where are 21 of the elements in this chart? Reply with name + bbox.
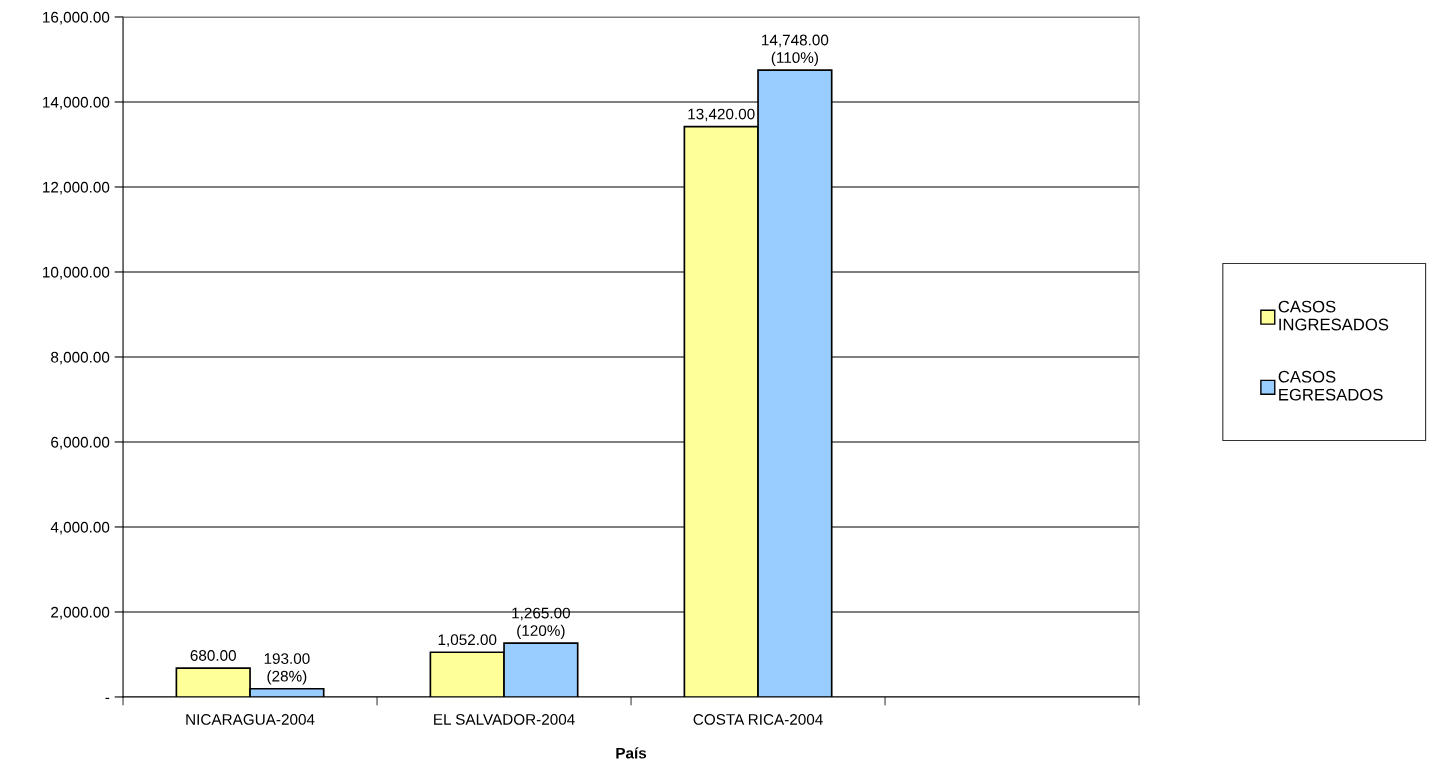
y-tick-label: 12,000.00 [43,181,110,195]
x-tick-label: COSTA RICA-2004 [693,714,823,725]
y-tick-label: 16,000.00 [43,11,110,25]
y-tick-label: 2,000.00 [51,606,110,620]
y-tick-label: 6,000.00 [51,436,110,450]
data-label: 193.00 (28%) [264,653,310,685]
y-tick-label: - [105,697,110,700]
x-axis-title: País [616,747,647,759]
x-tick-label: NICARAGUA-2004 [186,714,315,725]
y-tick-label: 4,000.00 [50,521,110,535]
data-label: 1,265.00 (120%) [512,607,571,640]
x-tick-label: EL SALVADOR-2004 [434,714,575,725]
legend-label: CASOS INGRESADOS [1278,300,1389,331]
y-tick-label: 8,000.00 [51,351,110,365]
data-label: 680.00 [190,650,236,661]
legend-label: CASOS EGRESADOS [1278,370,1383,401]
y-tick-label: 10,000.00 [43,266,110,280]
data-label: 1,052.00 [438,634,497,647]
y-tick-label: 14,000.00 [43,96,110,110]
data-label: 14,748.00 (110%) [762,34,829,67]
data-label: 13,420.00 [688,108,755,122]
